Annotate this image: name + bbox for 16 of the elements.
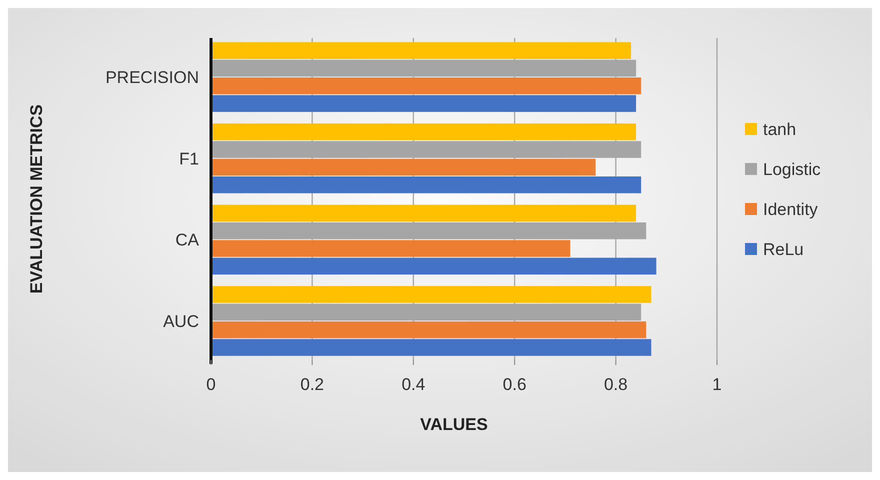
x-tick-label: 1	[712, 375, 722, 394]
x-tick-label: 0	[206, 375, 216, 394]
x-tick-label: 0.4	[402, 375, 426, 394]
legend-label: Identity	[763, 200, 818, 219]
y-tick-label: CA	[175, 230, 200, 250]
x-tick-label: 0.8	[604, 375, 628, 394]
y-axis-title: EVALUATION METRICS	[27, 104, 46, 294]
y-tick-label: AUC	[163, 312, 199, 331]
legend-label: Logistic	[763, 160, 822, 179]
legend-label: ReLu	[763, 240, 804, 259]
y-tick-label: PRECISION	[105, 68, 199, 88]
legend-label: tanh	[763, 120, 796, 139]
x-axis-title: VALUES	[420, 415, 488, 434]
x-tick-label: 0.2	[300, 375, 324, 394]
x-tick-label: 0.6	[502, 375, 526, 394]
y-tick-label: F1	[179, 149, 199, 168]
